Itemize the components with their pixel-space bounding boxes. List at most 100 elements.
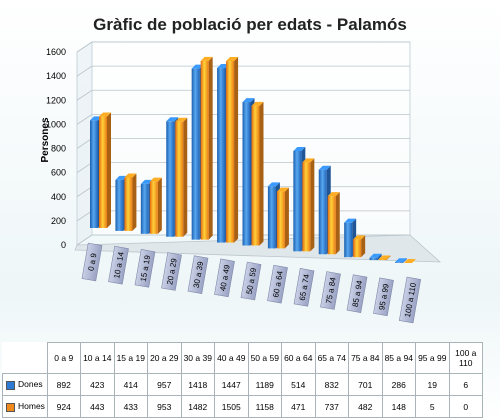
data-table-category-header: 40 a 49 <box>214 342 249 374</box>
bar-top-homes <box>276 187 289 192</box>
bar-top-homes <box>226 57 239 62</box>
data-table-cell: 19 <box>415 373 450 396</box>
bar-dones <box>140 183 149 234</box>
data-table-row: Dones 892 423 414 957 1418 1447 1189 514 832 701 28… <box>2 373 483 396</box>
bar-homes <box>226 61 235 243</box>
legend-swatch <box>6 402 15 412</box>
bar-homes <box>99 116 107 228</box>
bar-homes <box>378 259 387 261</box>
data-table-corner <box>2 342 48 374</box>
bar-top-homes <box>378 255 391 260</box>
category-label-box <box>108 245 129 285</box>
data-table-cell: 924 <box>46 395 81 418</box>
data-table-cell: 1505 <box>214 395 249 418</box>
data-table-cell: 832 <box>314 373 349 396</box>
category-label-group: 100 a 110 <box>398 276 422 324</box>
bar-dones <box>318 169 327 255</box>
category-label-group: 40 a 49 <box>214 258 235 298</box>
bar-top-homes <box>200 56 213 61</box>
gridline-side <box>76 234 93 246</box>
bar-side-homes <box>107 112 111 228</box>
bar-side-homes <box>386 255 391 261</box>
data-table-cell: 953 <box>147 395 182 418</box>
bar-side-homes <box>310 158 315 252</box>
gridline-side <box>76 89 93 101</box>
bar-homes <box>276 191 285 249</box>
category-label-box <box>240 261 262 301</box>
bar-dones <box>242 102 251 246</box>
category-label: 0 a 9 <box>87 252 99 272</box>
bar-top-dones <box>267 182 280 187</box>
bar-top-homes <box>175 117 188 122</box>
bar-dones <box>217 68 226 243</box>
bar-top-dones <box>318 165 331 170</box>
chart-title: Gràfic de població per edats - Palamós <box>93 15 407 34</box>
gridline-side <box>76 41 93 53</box>
y-tick-label: 800 <box>51 144 66 154</box>
data-table-cell: 443 <box>80 395 115 418</box>
y-tick-label: 1200 <box>46 95 66 105</box>
data-table-cell: 5 <box>415 395 450 418</box>
data-table-series-name: Homes <box>2 395 48 418</box>
category-label-group: 0 a 9 <box>81 242 103 282</box>
bar-top-dones <box>242 98 255 103</box>
bar-homes <box>251 105 260 246</box>
data-table-category-header: 15 a 19 <box>113 342 148 374</box>
bar-top-dones <box>395 258 407 263</box>
data-table-series-name: Dones <box>2 373 48 396</box>
category-label-box <box>187 255 209 294</box>
category-label-group: 20 a 29 <box>161 252 182 291</box>
gridline-side <box>76 210 93 222</box>
bar-side-homes <box>183 117 188 237</box>
data-table-body: Dones 892 423 414 957 1418 1447 1189 514 832 701 28… <box>2 373 483 418</box>
bar-side-dones <box>403 258 407 263</box>
bar-side-homes <box>132 173 137 231</box>
bar-side-homes <box>208 56 213 240</box>
category-label-group: 95 a 99 <box>373 277 394 317</box>
data-table-cell: 286 <box>381 373 416 396</box>
data-table-cell: 6 <box>448 373 483 396</box>
data-table-cell: 892 <box>46 373 81 396</box>
data-table-cell: 433 <box>113 395 148 418</box>
bar-dones <box>166 121 175 237</box>
data-table-category-header: 50 a 59 <box>247 342 282 374</box>
bar-top-homes <box>149 177 162 182</box>
y-tick-label: 600 <box>51 168 66 178</box>
data-table-cell: 1418 <box>180 373 215 396</box>
bar-top-dones <box>369 253 382 258</box>
bar-homes <box>124 177 133 231</box>
category-labels: 0 a 9 10 a 14 15 a 19 20 a 29 30 a 39 40 a 49… <box>81 242 422 324</box>
bar-homes <box>200 60 209 240</box>
bar-dones <box>369 257 378 261</box>
data-table-cell: 423 <box>80 373 115 396</box>
y-tick-label: 0 <box>61 240 66 250</box>
bar-top-homes <box>99 112 111 117</box>
category-label-box <box>346 274 368 313</box>
category-label-box <box>267 264 288 304</box>
category-label-group: 30 a 39 <box>187 255 209 294</box>
bar-side-dones <box>377 253 382 261</box>
data-table-category-header: 10 a 14 <box>80 342 115 374</box>
data-table-cell: 701 <box>348 373 383 396</box>
data-table-cell: 482 <box>348 395 383 418</box>
bar-top-homes <box>124 173 137 178</box>
bar-top-homes <box>302 158 315 163</box>
bar-homes <box>175 121 184 237</box>
data-table-cell: 471 <box>281 395 316 418</box>
gridline-side <box>76 114 93 125</box>
category-label-group: 10 a 14 <box>108 245 129 285</box>
bar-homes <box>149 181 158 234</box>
data-table-category-header: 85 a 94 <box>381 342 416 374</box>
category-label-group: 50 a 59 <box>240 261 262 301</box>
category-label-box <box>81 242 103 282</box>
category-label-box <box>161 252 182 291</box>
y-tick-label: 1000 <box>46 119 66 129</box>
legend-swatch <box>6 380 15 390</box>
data-table-category-header: 20 a 29 <box>147 342 182 374</box>
bar-side-homes <box>335 192 340 255</box>
data-table-cell: 0 <box>448 395 483 418</box>
category-label-box <box>293 268 315 307</box>
y-axis-title: Persones <box>40 117 51 162</box>
data-table-cell: 148 <box>381 395 416 418</box>
